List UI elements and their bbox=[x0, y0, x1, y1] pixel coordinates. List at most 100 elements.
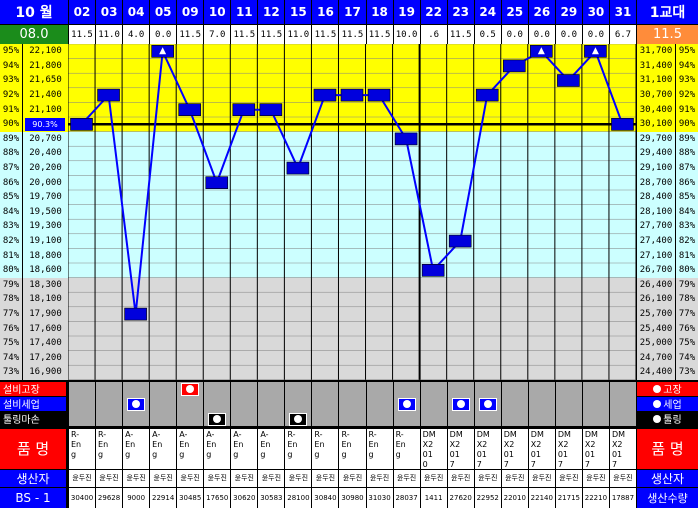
product-name-cell[interactable]: R- En g bbox=[393, 428, 420, 469]
status-cell bbox=[366, 381, 393, 426]
percent-label-left: 95% bbox=[0, 44, 22, 59]
percent-label-left: 85% bbox=[0, 190, 22, 205]
quantity-cell: 22010 bbox=[501, 487, 528, 508]
status-legend-failure: 설비고장 bbox=[0, 381, 66, 396]
product-name-cell[interactable]: DM X2 01 7 bbox=[528, 428, 555, 469]
product-name-cell[interactable]: R- En g bbox=[366, 428, 393, 469]
day-hours-value: 11.5 bbox=[447, 25, 474, 44]
value-label-left: 17,200 bbox=[23, 350, 68, 366]
day-header[interactable]: 12 bbox=[258, 0, 285, 24]
status-dot-icon bbox=[186, 385, 195, 394]
product-name-cell[interactable]: R- En g bbox=[285, 428, 312, 469]
product-name-cell[interactable]: R- En g bbox=[69, 428, 96, 469]
status-cell bbox=[609, 381, 636, 426]
day-header[interactable]: 02 bbox=[69, 0, 96, 24]
product-name-cell[interactable]: DM X2 01 7 bbox=[501, 428, 528, 469]
day-header[interactable]: 31 bbox=[609, 0, 636, 24]
day-header[interactable]: 22 bbox=[420, 0, 447, 24]
day-header[interactable]: 15 bbox=[285, 0, 312, 24]
percent-label-right: 95% bbox=[676, 44, 698, 59]
product-name-cell[interactable]: A- En g bbox=[231, 428, 258, 469]
product-name-cell[interactable]: A- En g bbox=[204, 428, 231, 469]
status-marker-tooling[interactable] bbox=[289, 412, 308, 426]
status-marker-setup[interactable] bbox=[451, 397, 470, 411]
percent-label-left: 81% bbox=[0, 248, 22, 263]
day-header[interactable]: 24 bbox=[474, 0, 501, 24]
value-label-right: 25,000 bbox=[637, 336, 675, 351]
status-marker-setup[interactable] bbox=[127, 397, 146, 411]
day-header[interactable]: 25 bbox=[501, 0, 528, 24]
data-point-marker bbox=[611, 118, 634, 131]
day-hours-value: 0.0 bbox=[501, 25, 528, 44]
day-header[interactable]: 17 bbox=[339, 0, 366, 24]
value-label-left: 19,700 bbox=[23, 190, 68, 205]
value-label-right: 24,700 bbox=[637, 350, 675, 366]
product-name-cell[interactable]: R- En g bbox=[96, 428, 123, 469]
percent-label-right: 82% bbox=[676, 233, 698, 249]
status-dot-icon bbox=[653, 384, 662, 393]
grid-band bbox=[68, 219, 636, 234]
day-header[interactable]: 04 bbox=[123, 0, 150, 24]
percent-label-left: 78% bbox=[0, 292, 22, 307]
status-marker-failure[interactable] bbox=[181, 382, 200, 396]
status-legend-right-label: 툴링 bbox=[663, 415, 682, 426]
status-marker-tooling[interactable] bbox=[208, 412, 227, 426]
target-label: 90.3% bbox=[25, 118, 65, 131]
product-name-cell[interactable]: A- En g bbox=[258, 428, 285, 469]
product-name-cell[interactable]: DM X2 01 7 bbox=[582, 428, 609, 469]
product-name-cell[interactable]: A- En g bbox=[150, 428, 177, 469]
percent-label-left: 94% bbox=[0, 58, 22, 74]
product-name-cell[interactable]: A- En g bbox=[177, 428, 204, 469]
percent-label-left: 86% bbox=[0, 175, 22, 190]
product-name-cell[interactable]: R- En g bbox=[312, 428, 339, 469]
producer-name-cell: 윤두진 bbox=[258, 469, 285, 487]
day-header[interactable]: 10 bbox=[204, 0, 231, 24]
producer-name-cell: 윤두진 bbox=[501, 469, 528, 487]
day-hours-value: 11.5 bbox=[258, 25, 285, 44]
producer-name-cell: 윤두진 bbox=[339, 469, 366, 487]
product-name-cell[interactable]: DM X2 01 0 bbox=[420, 428, 447, 469]
status-cell bbox=[204, 381, 231, 426]
product-name-cell[interactable]: A- En g bbox=[123, 428, 150, 469]
percent-label-left: 82% bbox=[0, 233, 22, 249]
percent-label-left: 87% bbox=[0, 160, 22, 176]
value-label-right: 31,700 bbox=[637, 44, 675, 59]
product-name-cell[interactable]: DM X2 01 7 bbox=[474, 428, 501, 469]
percent-label-left: 88% bbox=[0, 146, 22, 161]
percent-label-right: 80% bbox=[676, 263, 698, 278]
day-header[interactable]: 23 bbox=[447, 0, 474, 24]
value-label-right: 28,700 bbox=[637, 175, 675, 190]
product-name-cell[interactable]: DM X2 01 7 bbox=[555, 428, 582, 469]
day-header[interactable]: 26 bbox=[528, 0, 555, 24]
product-name-cell[interactable]: DM X2 01 7 bbox=[447, 428, 474, 469]
day-header[interactable]: 11 bbox=[231, 0, 258, 24]
quantity-cell: 30620 bbox=[231, 487, 258, 508]
day-header[interactable]: 19 bbox=[393, 0, 420, 24]
day-header[interactable]: 05 bbox=[150, 0, 177, 24]
day-header[interactable]: 30 bbox=[582, 0, 609, 24]
status-marker-setup[interactable] bbox=[478, 397, 497, 411]
day-header[interactable]: 16 bbox=[312, 0, 339, 24]
shift-title: 1교대 bbox=[637, 0, 698, 24]
grid-band bbox=[68, 160, 636, 176]
value-label-left: 19,100 bbox=[23, 233, 68, 249]
day-header[interactable]: 29 bbox=[555, 0, 582, 24]
status-cell bbox=[123, 381, 150, 426]
grid-band bbox=[68, 321, 636, 336]
grid-band bbox=[68, 292, 636, 307]
producer-name-cell: 윤두진 bbox=[447, 469, 474, 487]
status-cell bbox=[474, 381, 501, 426]
day-header[interactable]: 18 bbox=[366, 0, 393, 24]
value-label-left: 20,400 bbox=[23, 146, 68, 161]
product-name-cell[interactable]: DM X2 01 7 bbox=[609, 428, 636, 469]
quantity-cell: 21715 bbox=[555, 487, 582, 508]
product-name-cell[interactable]: R- En g bbox=[339, 428, 366, 469]
day-header[interactable]: 03 bbox=[96, 0, 123, 24]
value-label-left: 20,000 bbox=[23, 175, 68, 190]
status-marker-setup[interactable] bbox=[397, 397, 416, 411]
month-title: 10 월 bbox=[0, 0, 68, 24]
day-header[interactable]: 09 bbox=[177, 0, 204, 24]
producer-name-cell: 윤두진 bbox=[609, 469, 636, 487]
value-label-right: 27,700 bbox=[637, 219, 675, 234]
